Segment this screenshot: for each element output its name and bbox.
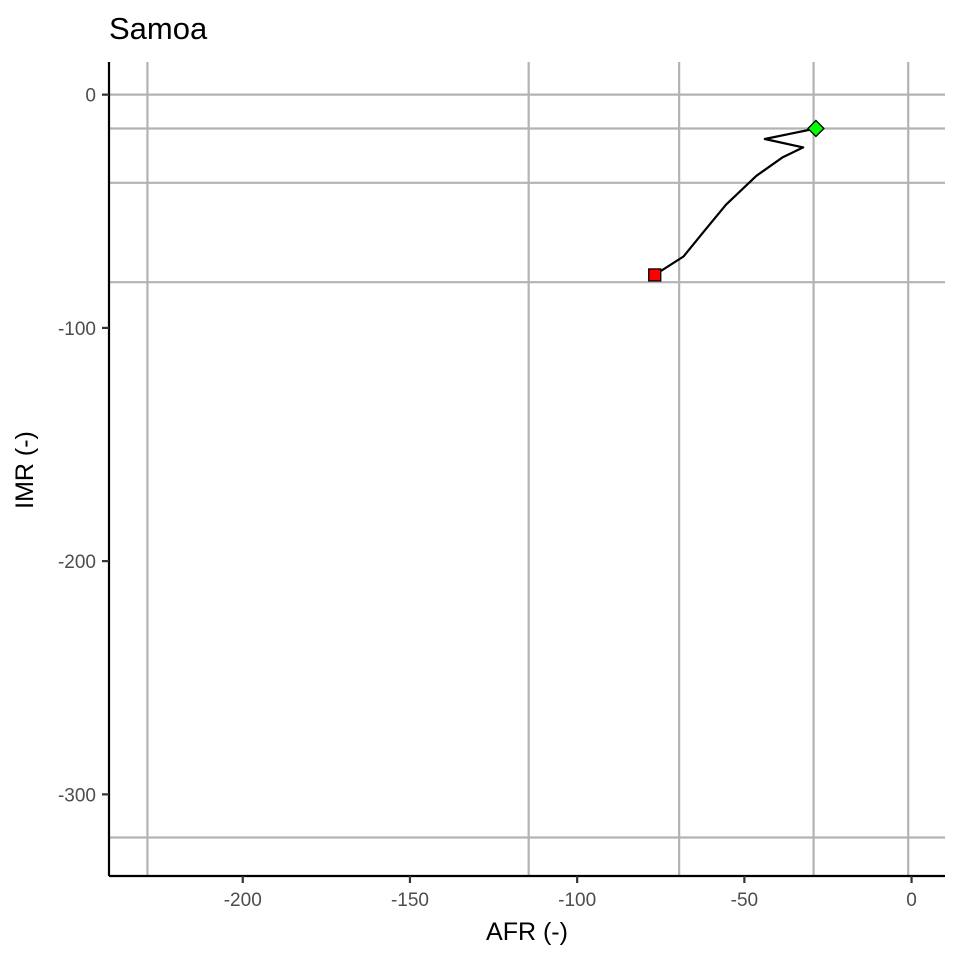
y-axis-ticks: 0 -100 -200 -300 (58, 86, 109, 806)
chart-title: Samoa (109, 11, 208, 46)
plot-area (648, 119, 825, 282)
grid-lines (109, 62, 945, 876)
y-tick-label: -300 (58, 785, 96, 806)
x-axis-title: AFR (-) (486, 918, 568, 946)
y-tick-label: 0 (85, 86, 96, 107)
y-tick-label: -200 (58, 552, 96, 573)
y-axis-title: IMR (-) (11, 431, 39, 509)
x-axis-ticks: -200 -150 -100 -50 0 (224, 876, 917, 911)
axes (107, 62, 945, 878)
y-tick-label: -100 (58, 319, 96, 340)
x-tick-label: -50 (731, 890, 758, 911)
x-tick-label: -200 (224, 890, 262, 911)
x-tick-label: -100 (558, 890, 596, 911)
x-tick-label: -150 (391, 890, 429, 911)
x-tick-label: 0 (906, 890, 917, 911)
start-marker (648, 268, 662, 282)
end-marker (807, 119, 825, 138)
series-line (654, 127, 817, 276)
